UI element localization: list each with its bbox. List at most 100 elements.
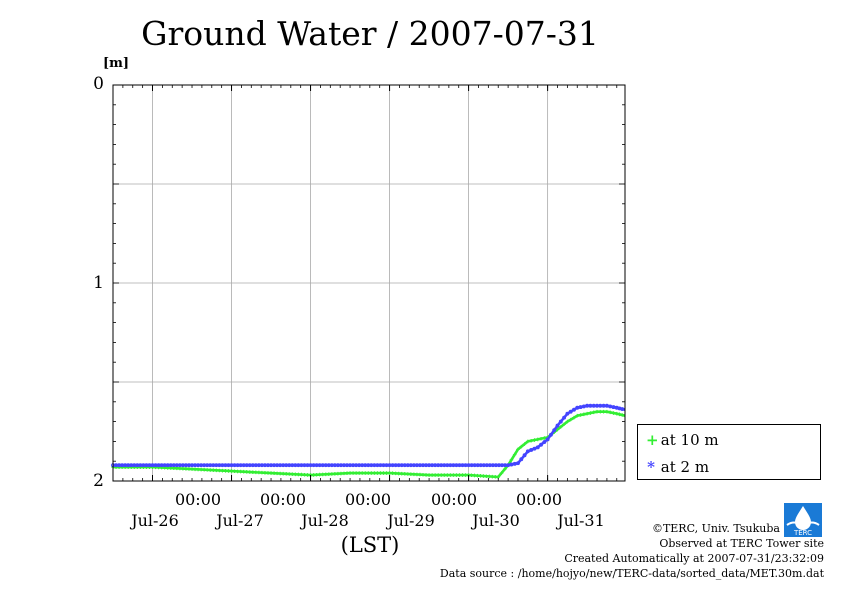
data-point [601,409,606,414]
data-point [299,472,304,477]
source-text: Data source : /home/hojyo/new/TERC-data/… [439,567,824,580]
data-point [399,471,404,476]
data-point [454,473,459,477]
data-point [360,471,365,475]
data-point [217,468,222,473]
x-tick-day: Jul-27 [216,511,264,530]
data-point [457,473,462,477]
data-point [357,471,361,475]
data-point [193,467,197,472]
series-layer [111,403,626,479]
data-point [184,467,188,471]
data-point [384,471,389,475]
data-point [539,436,543,441]
x-tick-day: Jul-28 [301,511,349,530]
legend-marker-plus-icon: + [646,431,659,449]
data-point [568,409,573,414]
data-point [525,449,530,454]
y-tick-label: 0 [93,74,104,94]
data-point [229,469,234,473]
data-point [235,469,240,474]
data-point [378,471,383,475]
data-point [366,471,371,475]
data-point [241,469,246,474]
data-point [369,471,374,475]
data-point [296,472,301,477]
legend-label: at 2 m [660,458,710,476]
data-point [445,473,450,477]
data-point [260,470,264,475]
data-point [424,473,428,477]
data-point [244,470,249,474]
data-point [402,472,407,476]
y-tick-label: 2 [93,471,104,491]
data-point [499,471,504,475]
data-point [387,471,392,475]
series-line-0 [113,410,626,479]
data-point [351,471,355,475]
data-point [442,473,447,477]
data-point [503,467,507,471]
data-point [342,471,346,476]
data-point [598,409,603,414]
chart-title: Ground Water / 2007-07-31 [141,14,599,53]
x-tick-day: Jul-31 [557,511,605,530]
x-tick-time: 00:00 [430,490,478,509]
data-point [519,457,524,462]
data-point [522,453,527,458]
x-tick-day: Jul-29 [387,511,435,530]
data-point [439,473,444,477]
data-point [532,446,537,451]
data-point [415,472,419,477]
data-point [565,411,570,416]
data-point [588,411,593,415]
data-point [214,468,219,473]
data-point [275,471,279,476]
legend: + at 10 m * at 2 m [637,424,821,480]
data-point [591,410,596,415]
data-point [208,468,213,472]
data-point [433,473,437,477]
data-point [211,468,216,472]
created-text: Created Automatically at 2007-07-31/23:3… [564,552,824,565]
data-point [451,473,456,477]
data-point [582,412,586,417]
y-tick-label: 1 [93,273,104,293]
data-point [605,409,609,414]
data-point [519,444,524,449]
data-point [284,472,289,476]
data-point [293,472,298,477]
data-point [620,407,625,412]
data-point [375,471,380,475]
data-point [181,466,185,471]
data-point [381,471,386,475]
data-point [202,467,206,472]
data-point [545,437,550,442]
data-point [390,471,395,476]
data-point [232,469,237,474]
data-point [302,472,307,477]
data-point [558,425,563,429]
data-point [436,473,441,477]
legend-label: at 10 m [660,431,719,449]
data-point [620,413,625,417]
data-point [339,471,343,476]
data-point [412,472,416,477]
data-point [330,472,334,476]
data-point [393,471,398,476]
data-point [608,410,612,415]
data-point [509,458,514,462]
data-point [220,468,225,473]
data-point [396,471,401,476]
data-point [317,472,322,477]
data-point [354,471,358,475]
y-axis-unit: [m] [103,56,130,71]
data-point [205,468,210,472]
data-point [363,471,368,475]
data-point [585,411,589,416]
data-point [595,409,599,414]
data-point [272,471,276,476]
data-point [529,448,534,452]
series-markers-0 [111,409,625,479]
logo-text: TERC [793,529,812,537]
